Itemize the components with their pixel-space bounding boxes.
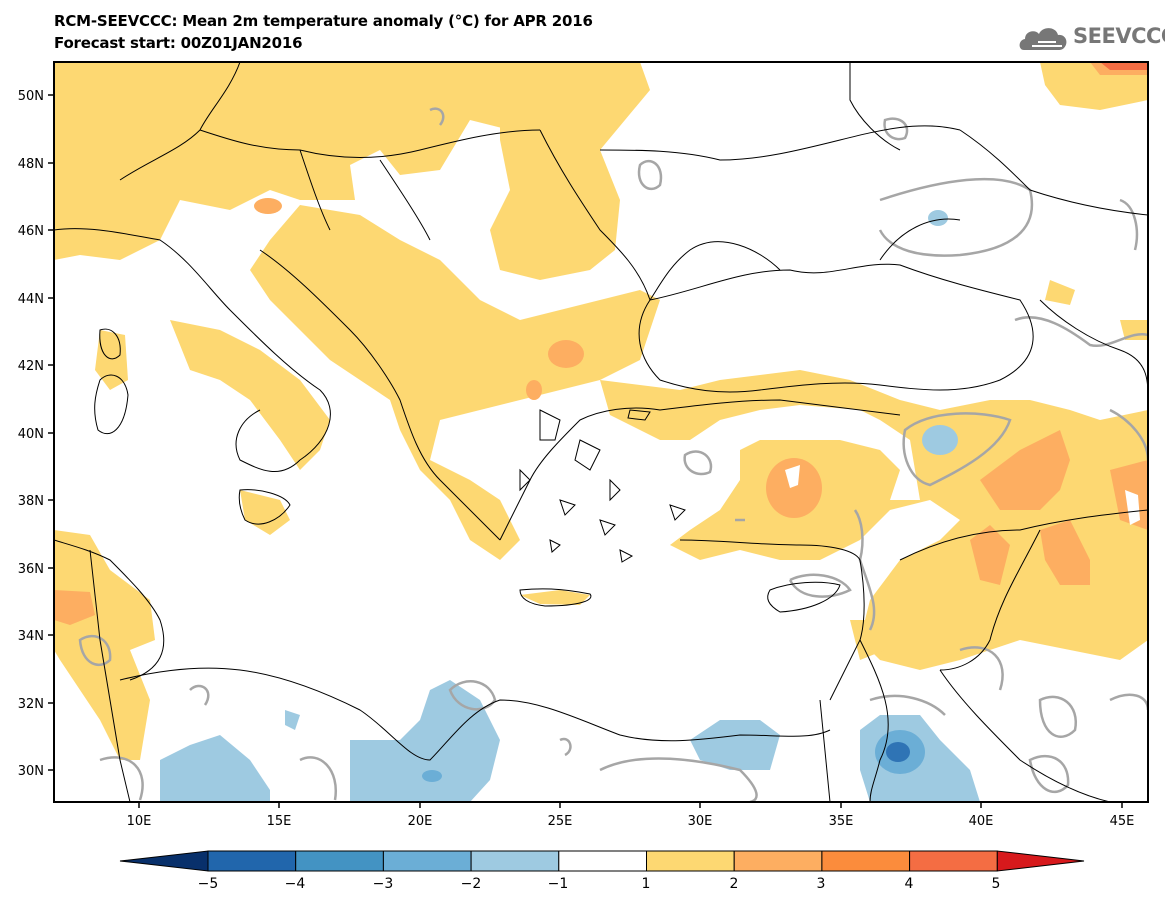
colorbar-segment <box>207 850 297 872</box>
lat-label: 42N <box>18 359 44 374</box>
colorbar-max-arrow <box>996 850 1085 872</box>
warm-holes <box>785 465 1140 525</box>
lon-label: 10E <box>127 814 152 829</box>
lat-label: 40N <box>18 427 44 442</box>
coastlines-and-borders <box>54 62 1148 802</box>
lat-label: 32N <box>18 697 44 712</box>
lat-label: 46N <box>18 224 44 239</box>
colorbar-tick-label: 4 <box>905 876 914 892</box>
colorbar-segment <box>733 850 823 872</box>
warm-anomaly-4-5-area <box>1100 62 1148 70</box>
colorbar-tick-label: −4 <box>285 876 306 892</box>
colorbar-tick-label: 3 <box>817 876 826 892</box>
lat-label: 36N <box>18 562 44 577</box>
lon-label: 45E <box>1110 814 1135 829</box>
colorbar-tick-label: −3 <box>373 876 394 892</box>
lat-label: 48N <box>18 157 44 172</box>
longitude-ticks <box>138 802 1123 808</box>
seevccc-logo-text: SEEVCCC <box>1073 24 1165 48</box>
latitude-labels: 50N 48N 46N 44N 42N 40N 38N 36N 34N 32N … <box>18 89 44 779</box>
colorbar-tick-label: 1 <box>642 876 651 892</box>
colorbar-tick-label: 2 <box>730 876 739 892</box>
cold-anomaly-minus3-minus4-area <box>886 742 910 762</box>
colorbar-tick-label: −5 <box>198 876 219 892</box>
warm-anomaly-1-2-areas <box>54 62 1148 760</box>
forecast-start-label: Forecast start: 00Z01JAN2016 <box>54 34 303 52</box>
lon-label: 40E <box>969 814 994 829</box>
lat-label: 50N <box>18 89 44 104</box>
lat-label: 34N <box>18 629 44 644</box>
longitude-labels: 10E 15E 20E 25E 30E 35E 40E 45E <box>127 814 1135 829</box>
seevccc-cloud-logo-icon <box>1019 28 1067 50</box>
lon-label: 30E <box>688 814 713 829</box>
colorbar <box>119 850 1085 872</box>
colorbar-segment <box>470 850 560 872</box>
lon-label: 35E <box>829 814 854 829</box>
zero-contour-lines <box>78 107 1148 802</box>
colorbar-segment <box>295 850 384 872</box>
colorbar-segment <box>558 850 647 872</box>
colorbar-segment <box>382 850 472 872</box>
latitude-ticks <box>48 94 54 771</box>
colorbar-tick-label: −1 <box>548 876 569 892</box>
anomaly-fields <box>54 62 1148 802</box>
lat-label: 44N <box>18 292 44 307</box>
colorbar-labels: −5 −4 −3 −2 −1 1 2 3 4 5 <box>198 876 1001 892</box>
lon-label: 25E <box>548 814 573 829</box>
map-title: RCM-SEEVCCC: Mean 2m temperature anomaly… <box>54 12 593 30</box>
lat-label: 38N <box>18 494 44 509</box>
colorbar-min-arrow <box>119 850 209 872</box>
colorbar-tick-label: −2 <box>461 876 482 892</box>
colorbar-segment <box>646 850 735 872</box>
colorbar-segment <box>909 850 998 872</box>
lon-label: 20E <box>408 814 433 829</box>
colorbar-tick-label: 5 <box>992 876 1001 892</box>
lon-label: 15E <box>267 814 292 829</box>
lat-label: 30N <box>18 764 44 779</box>
colorbar-segment <box>821 850 911 872</box>
plot-frame <box>53 61 1149 803</box>
